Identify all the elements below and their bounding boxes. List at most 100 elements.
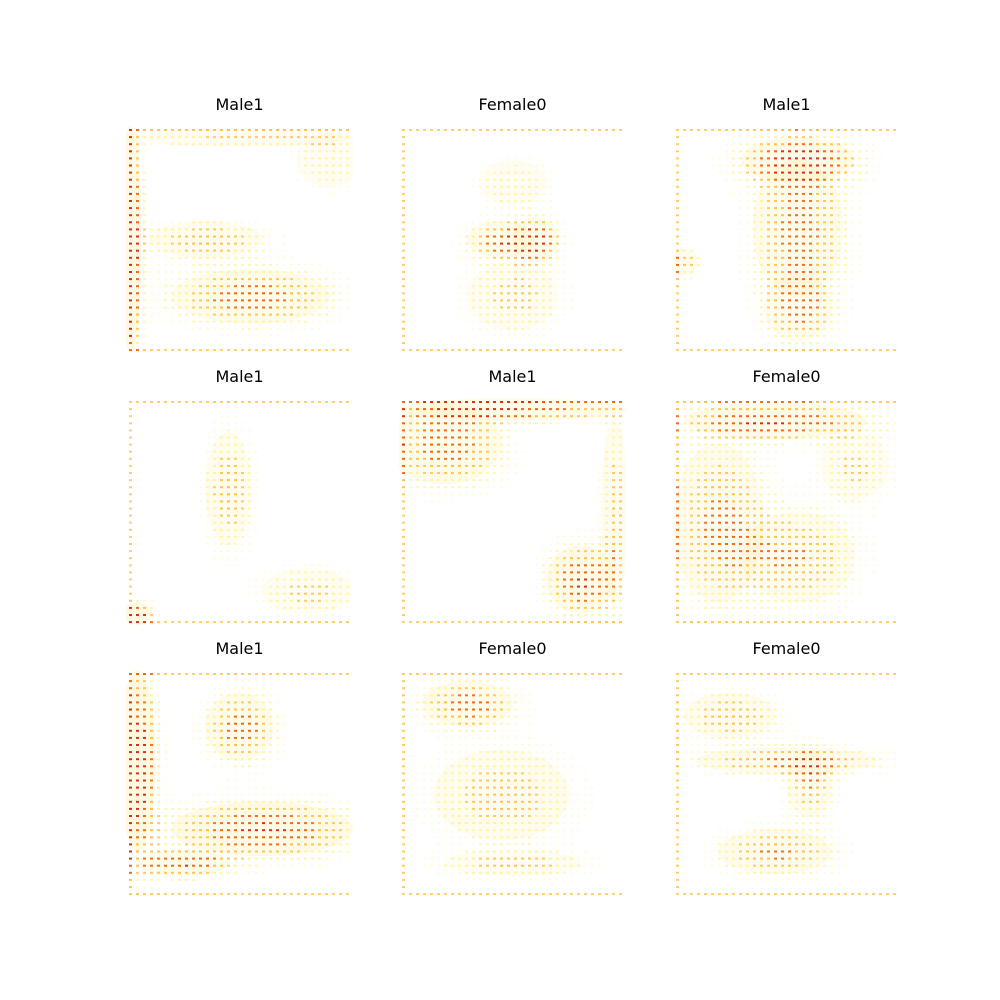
heatmap-dot xyxy=(255,592,258,595)
heatmap-dot xyxy=(318,263,321,266)
heatmap-dot xyxy=(865,521,868,524)
heatmap-dot xyxy=(781,443,784,446)
heatmap-dot xyxy=(164,751,167,754)
heatmap-dot xyxy=(402,271,405,273)
heatmap-dot xyxy=(227,479,230,482)
heatmap-dot xyxy=(605,129,608,131)
heatmap-dot xyxy=(143,263,146,266)
heatmap-dot xyxy=(549,779,552,782)
heatmap-dot xyxy=(507,621,510,624)
heatmap-dot xyxy=(234,772,237,775)
heatmap-dot xyxy=(192,673,195,675)
heatmap-dot xyxy=(143,751,146,754)
heatmap-dot xyxy=(171,878,174,881)
heatmap-dot xyxy=(535,292,538,295)
heatmap-dot xyxy=(472,278,475,281)
heatmap-dot xyxy=(311,299,314,302)
heatmap-dot xyxy=(549,822,552,825)
heatmap-dot xyxy=(563,673,566,675)
heatmap-dot xyxy=(676,592,679,595)
heatmap-dot xyxy=(332,585,335,588)
heatmap-dot xyxy=(227,822,230,825)
heatmap-dot xyxy=(865,408,868,411)
heatmap-dot xyxy=(234,235,237,238)
heatmap-dot xyxy=(542,327,545,330)
heatmap-dot xyxy=(136,192,139,195)
heatmap-dot xyxy=(563,313,566,316)
heatmap-dot xyxy=(220,850,223,853)
heatmap-dot xyxy=(493,800,496,803)
heatmap-dot xyxy=(605,599,608,602)
heatmap-dot xyxy=(837,606,840,609)
heatmap-dot xyxy=(213,256,216,259)
heatmap-dot xyxy=(521,185,524,188)
heatmap-dot xyxy=(781,578,784,581)
heatmap-dot xyxy=(143,893,146,896)
heatmap-dot xyxy=(795,306,798,309)
heatmap-dot xyxy=(788,349,791,352)
heatmap-dot xyxy=(234,263,237,266)
heatmap-dot xyxy=(816,599,819,602)
heatmap-dot xyxy=(206,843,209,846)
heatmap-dot xyxy=(788,157,791,160)
heatmap-dot xyxy=(816,192,819,195)
heatmap-dot xyxy=(570,285,573,288)
heatmap-dot xyxy=(472,758,475,761)
heatmap-dot xyxy=(809,436,812,439)
heatmap-dot xyxy=(795,535,798,538)
heatmap-dot xyxy=(143,221,146,224)
heatmap-dot xyxy=(781,192,784,195)
heatmap-dot xyxy=(241,271,244,273)
heatmap-dot xyxy=(549,550,552,553)
heatmap-dot xyxy=(255,779,258,782)
heatmap-dot xyxy=(255,464,258,467)
heatmap-dot xyxy=(739,578,742,581)
heatmap-dot xyxy=(479,836,482,839)
heatmap-dot xyxy=(465,708,468,711)
heatmap-dot xyxy=(542,786,545,789)
heatmap-dot xyxy=(507,408,510,411)
heatmap-dot xyxy=(255,143,258,146)
heatmap-dot xyxy=(451,457,454,460)
heatmap-dot xyxy=(444,779,447,782)
heatmap-dot xyxy=(767,150,770,153)
heatmap-dot xyxy=(563,578,566,581)
heatmap-dot xyxy=(858,143,861,146)
heatmap-dot xyxy=(500,443,503,446)
heatmap-dot xyxy=(241,242,244,245)
heatmap-dot xyxy=(199,708,202,711)
heatmap-dot xyxy=(213,263,216,266)
heatmap-dot xyxy=(199,751,202,754)
heatmap-dot xyxy=(781,228,784,231)
heatmap-dot xyxy=(760,507,763,510)
heatmap-dot xyxy=(423,436,426,439)
heatmap-dot xyxy=(255,751,258,754)
heatmap-dot xyxy=(514,758,517,761)
heatmap-dot xyxy=(290,143,293,146)
heatmap-dot xyxy=(248,543,251,545)
heatmap-dot xyxy=(465,786,468,789)
heatmap-dot xyxy=(262,621,265,624)
heatmap-dot xyxy=(521,178,524,181)
heatmap-dot xyxy=(178,864,181,867)
heatmap-dot xyxy=(276,599,279,602)
heatmap-dot xyxy=(612,500,615,503)
heatmap-dot xyxy=(213,486,216,489)
heatmap-dot xyxy=(458,680,461,683)
heatmap-dot xyxy=(718,614,721,616)
heatmap-dot xyxy=(276,621,279,624)
heatmap-dot xyxy=(837,514,840,517)
heatmap-dot xyxy=(262,306,265,309)
heatmap-dot xyxy=(451,736,454,739)
heatmap-dot xyxy=(465,751,468,754)
heatmap-dot xyxy=(781,178,784,181)
heatmap-dot xyxy=(788,327,791,330)
heatmap-dot xyxy=(739,606,742,609)
heatmap-dot xyxy=(802,292,805,295)
heatmap-dot xyxy=(816,578,819,581)
heatmap-dot xyxy=(199,893,202,896)
heatmap-dot xyxy=(767,429,770,432)
heatmap-dot xyxy=(767,242,770,245)
heatmap-dot xyxy=(809,192,812,195)
heatmap-dot xyxy=(220,136,223,139)
